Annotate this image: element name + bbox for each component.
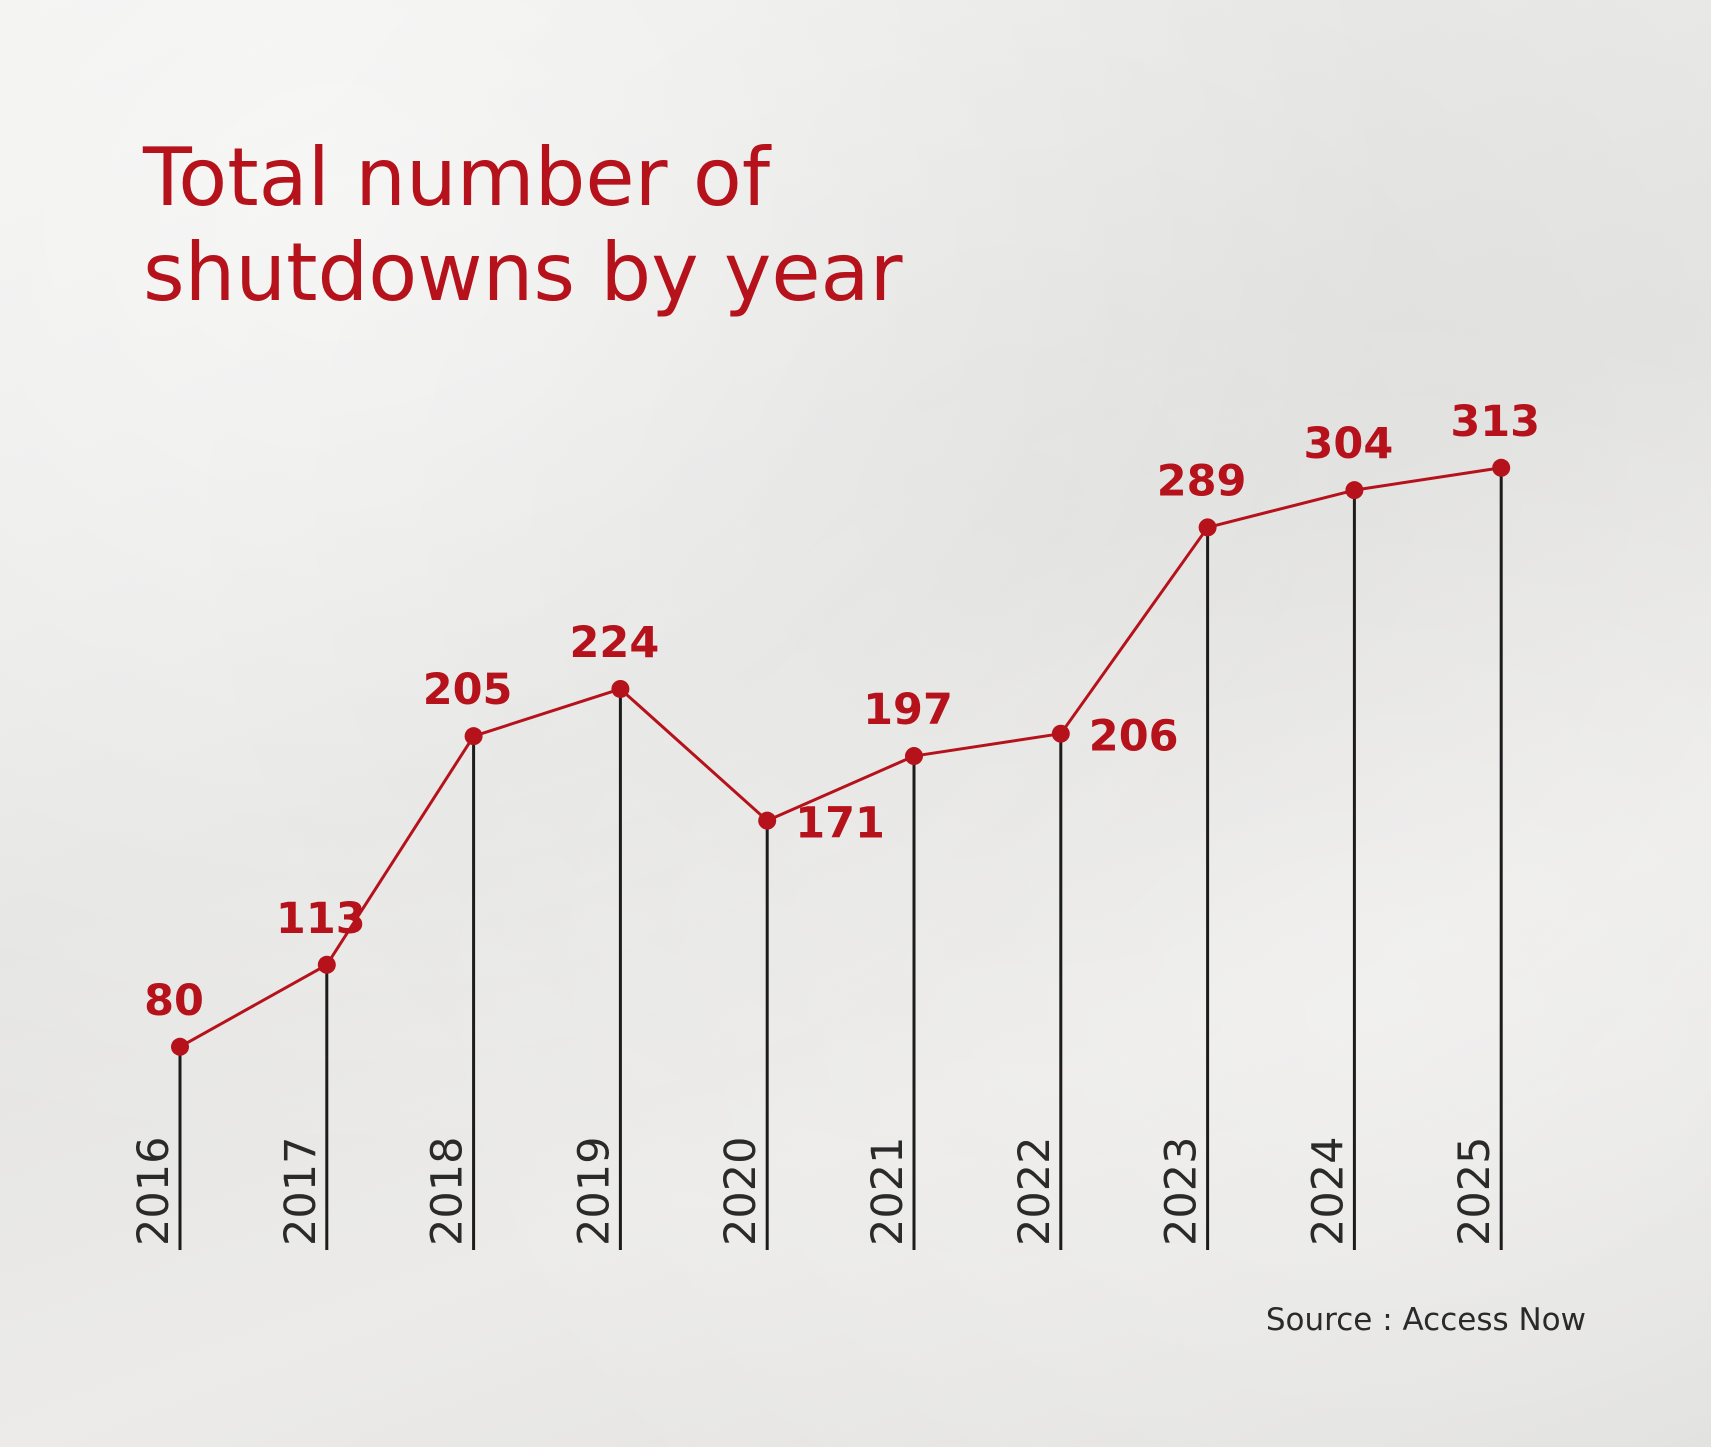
data-label-2025: 313 bbox=[1450, 397, 1540, 447]
data-label-2016: 80 bbox=[144, 976, 204, 1026]
data-label-2019: 224 bbox=[570, 618, 660, 668]
source-label: Source : Access Now bbox=[1266, 1302, 1586, 1338]
data-point-2017 bbox=[317, 955, 336, 974]
year-label-2020: 2020 bbox=[716, 1137, 766, 1246]
data-label-2020: 171 bbox=[795, 799, 885, 849]
data-label-2022: 206 bbox=[1089, 712, 1179, 762]
year-label-2018: 2018 bbox=[423, 1137, 473, 1246]
year-label-2016: 2016 bbox=[129, 1137, 179, 1246]
year-axis-labels: 2016 2017 2018 2019 2020 2021 2022 2023 2024 2025 bbox=[129, 1137, 1500, 1246]
year-label-2022: 2022 bbox=[1010, 1137, 1060, 1246]
data-point-2021 bbox=[905, 747, 923, 766]
data-point-2016 bbox=[171, 1037, 189, 1056]
chart-title-line-1: Total number of bbox=[142, 131, 772, 224]
year-label-2021: 2021 bbox=[863, 1137, 913, 1246]
data-point-2020 bbox=[758, 811, 777, 830]
data-points-layer bbox=[171, 458, 1511, 1056]
data-label-2023: 289 bbox=[1157, 456, 1247, 506]
data-label-2024: 304 bbox=[1304, 419, 1394, 469]
data-label-2021: 197 bbox=[863, 685, 953, 735]
data-point-2023 bbox=[1198, 518, 1217, 537]
year-label-2017: 2017 bbox=[276, 1137, 326, 1246]
data-point-2025 bbox=[1492, 458, 1511, 477]
data-point-2018 bbox=[464, 727, 483, 746]
year-label-2019: 2019 bbox=[569, 1137, 619, 1246]
year-label-2024: 2024 bbox=[1303, 1137, 1353, 1246]
data-point-2024 bbox=[1345, 481, 1364, 500]
year-label-2023: 2023 bbox=[1157, 1137, 1207, 1246]
data-label-2018: 205 bbox=[423, 665, 513, 715]
data-point-2022 bbox=[1051, 724, 1070, 743]
data-point-2019 bbox=[611, 679, 630, 698]
data-label-2017: 113 bbox=[276, 894, 366, 944]
data-labels-layer: 80 113 205 224 171 197 206 289 304 313 bbox=[144, 397, 1540, 1026]
stems-layer bbox=[178, 467, 1503, 1250]
chart-title-line-2: shutdowns by year bbox=[143, 226, 903, 319]
series-line bbox=[179, 466, 1502, 1049]
year-label-2025: 2025 bbox=[1450, 1137, 1500, 1246]
